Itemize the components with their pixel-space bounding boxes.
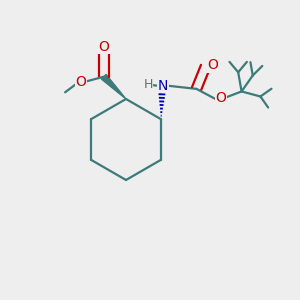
Polygon shape bbox=[101, 74, 126, 99]
Text: O: O bbox=[98, 40, 109, 54]
Text: O: O bbox=[75, 75, 86, 89]
Text: O: O bbox=[215, 92, 226, 105]
Text: H: H bbox=[143, 78, 153, 91]
Text: O: O bbox=[207, 58, 218, 72]
Text: N: N bbox=[158, 79, 168, 93]
